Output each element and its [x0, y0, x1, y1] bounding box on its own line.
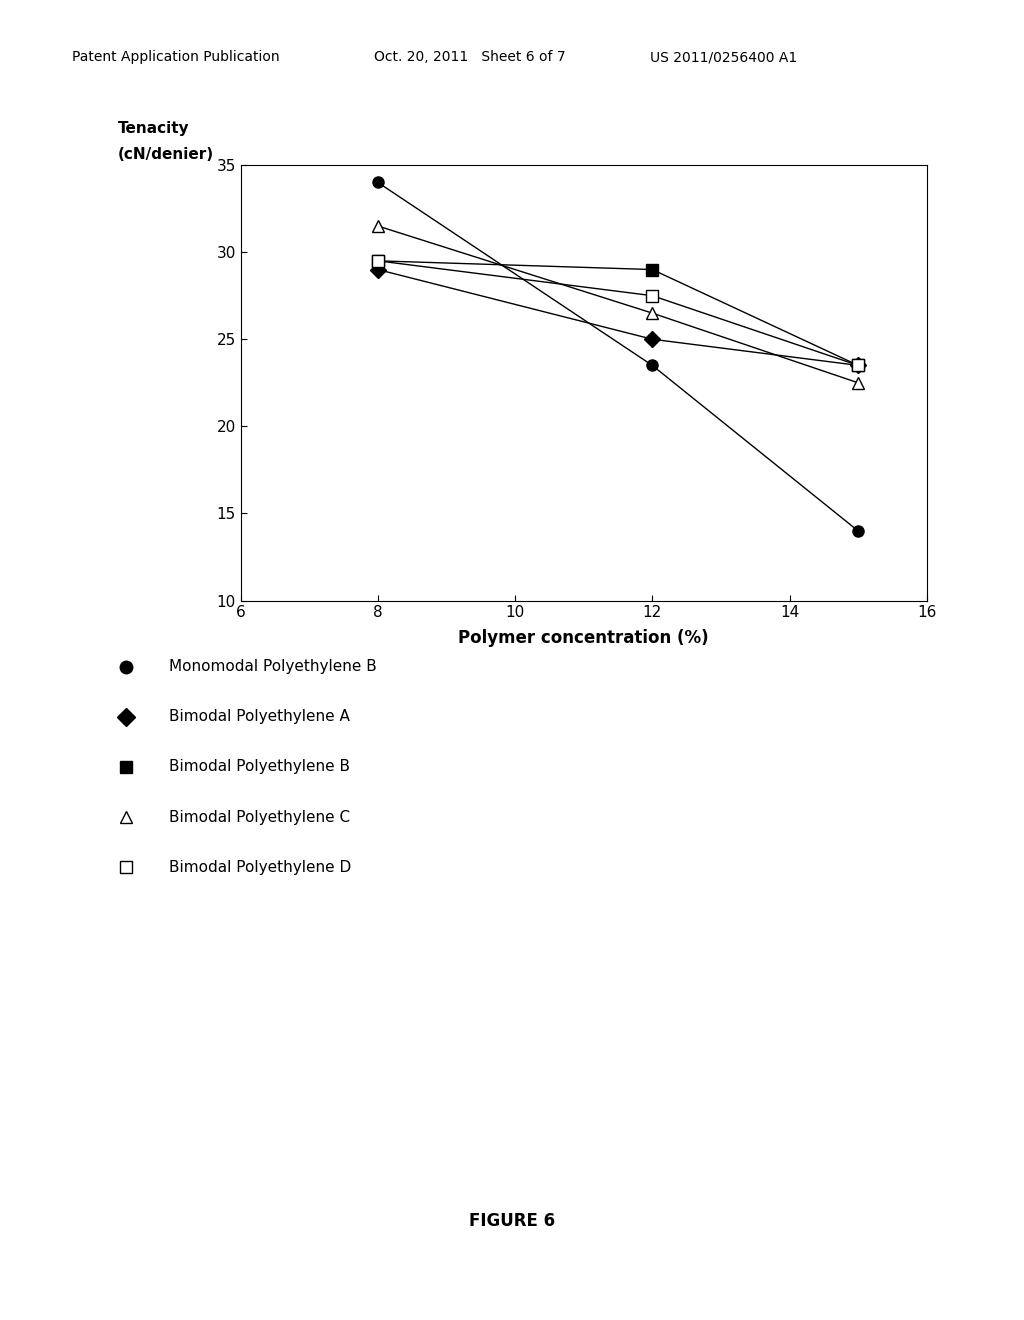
Text: Bimodal Polyethylene D: Bimodal Polyethylene D [169, 859, 351, 875]
Text: Bimodal Polyethylene B: Bimodal Polyethylene B [169, 759, 350, 775]
Text: US 2011/0256400 A1: US 2011/0256400 A1 [650, 50, 798, 65]
Text: (cN/denier): (cN/denier) [118, 148, 214, 162]
Text: Oct. 20, 2011   Sheet 6 of 7: Oct. 20, 2011 Sheet 6 of 7 [374, 50, 565, 65]
Text: Patent Application Publication: Patent Application Publication [72, 50, 280, 65]
Text: FIGURE 6: FIGURE 6 [469, 1212, 555, 1230]
Text: Bimodal Polyethylene A: Bimodal Polyethylene A [169, 709, 350, 725]
Text: Monomodal Polyethylene B: Monomodal Polyethylene B [169, 659, 377, 675]
Text: Tenacity: Tenacity [118, 121, 189, 136]
Text: Bimodal Polyethylene C: Bimodal Polyethylene C [169, 809, 350, 825]
X-axis label: Polymer concentration (%): Polymer concentration (%) [459, 628, 709, 647]
